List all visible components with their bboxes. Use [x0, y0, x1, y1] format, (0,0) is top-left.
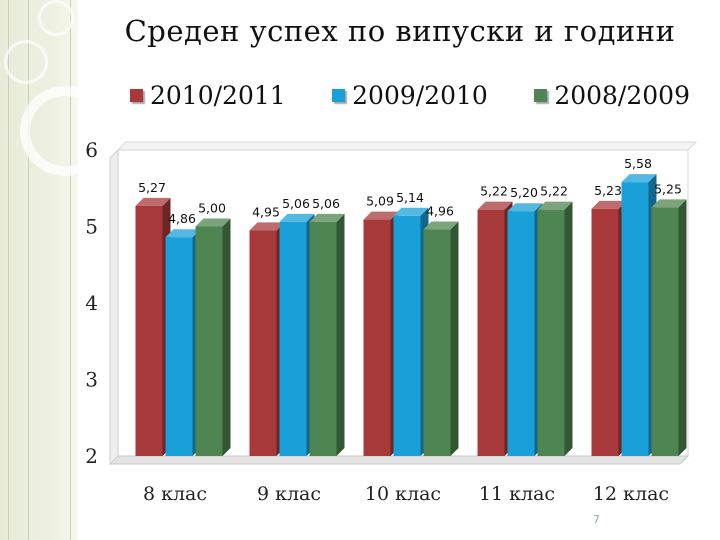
bar	[621, 182, 649, 456]
bar-top	[537, 201, 573, 210]
legend-item: 2010/2011	[130, 81, 286, 110]
decorative-side-strip	[0, 0, 110, 540]
bar-side	[564, 201, 573, 456]
chart-title: Среден успех по випуски и години	[124, 14, 676, 48]
strip-divider	[8, 0, 9, 540]
legend-swatch	[534, 88, 548, 102]
bar-side	[678, 199, 687, 456]
chart-side-wall	[109, 148, 119, 466]
chart-floor	[108, 455, 690, 465]
bar	[591, 208, 619, 456]
data-label: 5,00	[198, 201, 226, 216]
y-tick-label: 4	[85, 291, 98, 315]
data-label: 5,09	[366, 194, 394, 209]
strip-divider	[70, 0, 71, 540]
bar-side	[336, 213, 345, 456]
bar	[393, 215, 421, 456]
bar-top	[363, 211, 399, 220]
bar-top	[393, 207, 429, 216]
y-tick-label: 6	[85, 138, 98, 162]
data-label: 5,22	[540, 184, 568, 199]
data-label: 4,95	[252, 204, 280, 219]
bar-top	[195, 218, 231, 227]
legend-label: 2008/2009	[554, 80, 690, 110]
data-label: 5,20	[510, 185, 538, 200]
strip-divider	[28, 0, 29, 540]
y-tick-label: 5	[85, 215, 98, 239]
y-tick-label: 2	[85, 444, 98, 468]
bar	[423, 229, 451, 456]
decorative-ring	[4, 40, 48, 84]
bar-top	[507, 203, 543, 212]
bar	[249, 230, 277, 456]
bar	[537, 209, 565, 456]
x-tick-label: 8 клас	[143, 483, 207, 505]
chart-wall-top	[116, 141, 698, 151]
data-label: 4,96	[426, 204, 454, 219]
bar-top	[621, 174, 657, 183]
y-tick-label: 3	[85, 368, 98, 392]
bar	[363, 219, 391, 456]
bar-top	[591, 200, 627, 209]
data-label: 5,25	[654, 181, 682, 196]
bar-top	[309, 213, 345, 222]
bar-side	[222, 218, 231, 456]
legend-item: 2009/2010	[332, 81, 488, 110]
bar-top	[423, 221, 459, 230]
decorative-ring	[20, 86, 110, 176]
bar	[135, 205, 163, 456]
data-label: 4,86	[168, 211, 196, 226]
legend-swatch	[130, 88, 143, 102]
bar	[165, 237, 193, 456]
data-label: 5,58	[624, 156, 652, 171]
legend-label: 2009/2010	[352, 80, 488, 110]
bar-top	[477, 201, 513, 210]
bar	[279, 221, 307, 456]
data-label: 5,22	[480, 184, 508, 199]
x-tick-label: 9 клас	[257, 483, 321, 505]
x-tick-label: 12 клас	[593, 483, 669, 505]
data-label: 5,23	[594, 183, 622, 198]
chart-legend: 2010/2011 2009/2010 2008/2009	[130, 80, 690, 110]
x-tick-label: 11 клас	[479, 483, 555, 505]
x-tick-label: 10 клас	[365, 483, 441, 505]
decorative-ring	[38, 0, 74, 36]
bar-top	[651, 199, 687, 208]
data-label: 5,06	[282, 196, 310, 211]
legend-item: 2008/2009	[534, 81, 690, 110]
data-label: 5,27	[138, 180, 166, 195]
page-number: 7	[593, 513, 600, 526]
bar	[309, 221, 337, 456]
bar-top	[249, 222, 285, 231]
bar	[477, 209, 505, 456]
bar-top	[135, 197, 171, 206]
data-label: 5,06	[312, 196, 340, 211]
bar-side	[450, 221, 459, 456]
bar-top	[279, 213, 315, 222]
bar-top	[165, 229, 201, 238]
legend-label: 2010/2011	[150, 80, 286, 110]
bar	[651, 207, 679, 456]
data-label: 5,14	[396, 190, 424, 205]
legend-swatch	[332, 88, 346, 102]
bar	[507, 211, 535, 456]
bar	[195, 226, 223, 456]
